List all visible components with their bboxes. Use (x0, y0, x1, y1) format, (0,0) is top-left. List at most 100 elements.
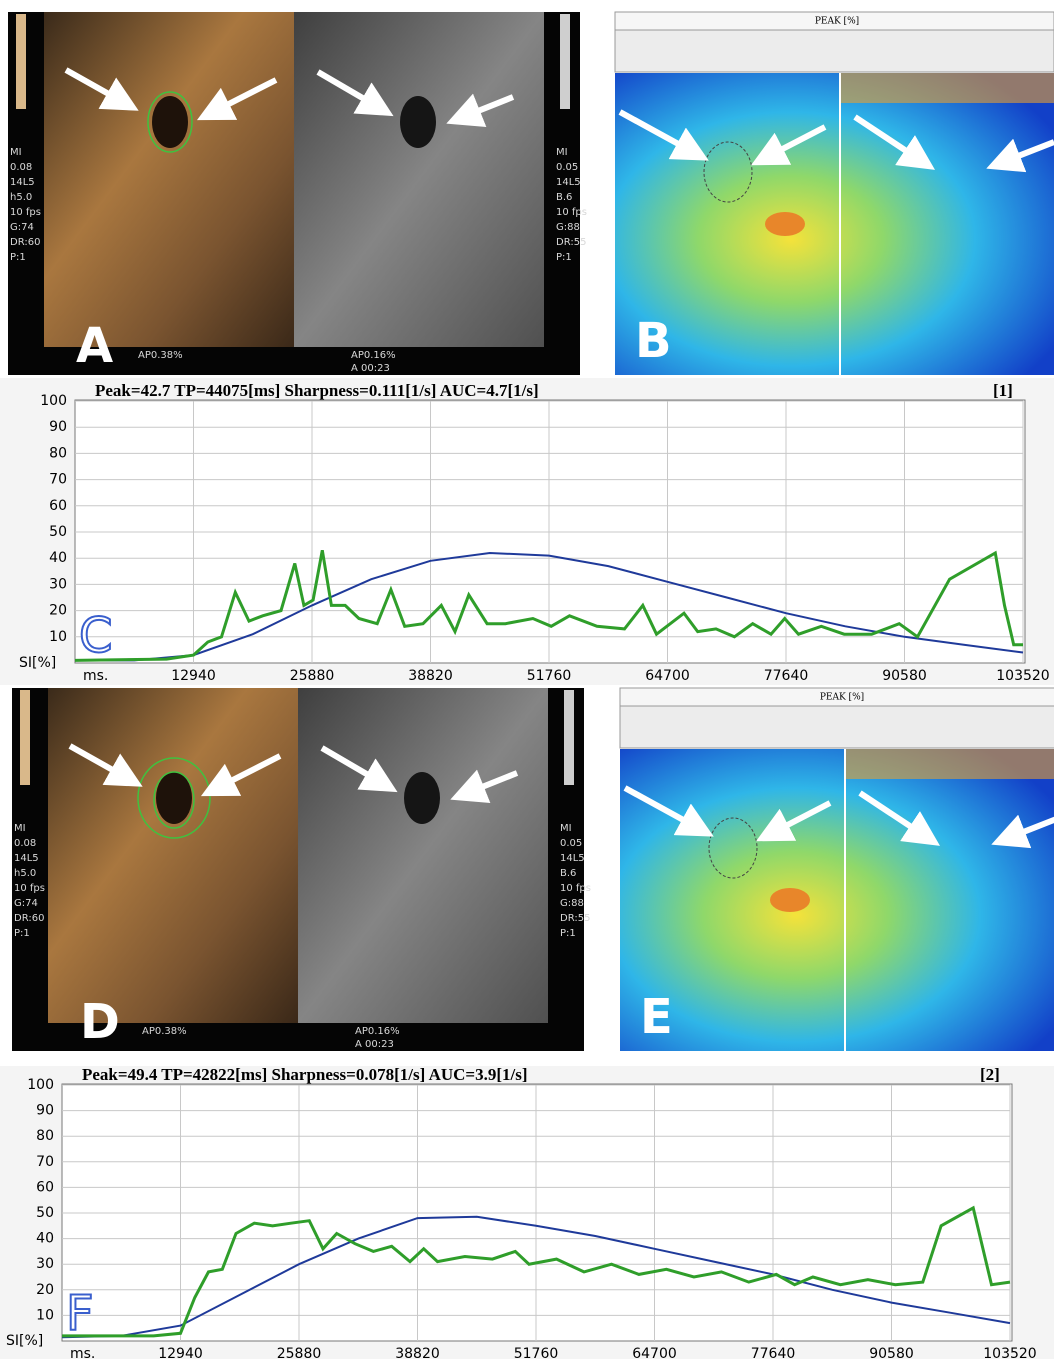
scan-info: B.6 (560, 868, 576, 879)
contrast-image (44, 12, 294, 347)
panel-label: C (79, 608, 113, 664)
lesion (400, 96, 436, 148)
arrow (446, 93, 515, 128)
scan-info: h5.0 (10, 192, 32, 203)
series-line (75, 551, 1024, 662)
scan-info: P:1 (10, 252, 26, 263)
x-axis-label: ms. (83, 668, 108, 684)
x-tick-label: 90580 (882, 668, 927, 684)
panel-label: E (640, 989, 673, 1045)
x-tick-label: 51760 (527, 668, 572, 684)
map-header-strip (619, 687, 1054, 707)
scan-info: G:88 (560, 898, 584, 909)
x-tick-label: 103520 (983, 1346, 1036, 1359)
x-tick-label: 77640 (764, 668, 809, 684)
x-tick-label: 64700 (645, 668, 690, 684)
y-tick-label: 50 (49, 524, 67, 540)
depth-bar (20, 690, 30, 785)
x-tick-label: 51760 (514, 1346, 559, 1359)
x-tick-label: 103520 (996, 668, 1049, 684)
y-tick-label: 10 (36, 1307, 54, 1323)
scan-info: MI (560, 823, 572, 834)
arrow (64, 67, 139, 111)
scan-info: DR:60 (10, 237, 40, 248)
lesion (156, 772, 192, 824)
scan-info: 14L5 (556, 177, 581, 188)
parametric-map: PEAK [%] B (614, 11, 1054, 375)
y-tick-label: 40 (49, 550, 67, 566)
arrow (853, 114, 936, 170)
footer-info: AP0.16% (351, 350, 396, 361)
y-tick-label: 20 (36, 1282, 54, 1298)
parametric-map: PEAK [%] E (619, 687, 1054, 1051)
panel-label: F (66, 1286, 94, 1342)
arrow (450, 769, 519, 804)
arrow (320, 745, 398, 793)
scan-info: B.6 (556, 192, 572, 203)
scan-info: MI (14, 823, 26, 834)
x-tick-label: 64700 (632, 1346, 677, 1359)
scan-info: G:74 (10, 222, 34, 233)
x-tick-label: 38820 (408, 668, 453, 684)
chart-tag: [2] (980, 1065, 1000, 1084)
y-tick-label: 90 (36, 1103, 54, 1119)
scan-info: G:88 (556, 222, 580, 233)
heat-band (845, 749, 1054, 779)
chart-title: Peak=49.4 TP=42822[ms] Sharpness=0.078[1… (82, 1065, 528, 1084)
depth-bar (560, 14, 570, 109)
footer-info: AP0.38% (142, 1026, 187, 1037)
arrow (756, 800, 832, 842)
y-tick-label: 80 (49, 445, 67, 461)
roi-outline (153, 771, 195, 829)
chart-tag: [1] (993, 381, 1013, 400)
scan-info: 0.08 (10, 162, 32, 173)
scan-info: DR:60 (14, 913, 44, 924)
arrow (316, 69, 394, 117)
arrow (623, 785, 714, 837)
hot-spot (770, 888, 810, 912)
scan-info: DR:55 (560, 913, 590, 924)
chart: 10 20 30 40 50 60 70 80 90 100 12940 25880 38820 5176… (0, 378, 1054, 685)
panel-label: B (635, 313, 672, 369)
contrast-image (48, 688, 298, 1023)
roi-outline (137, 757, 211, 839)
y-tick-label: 100 (40, 393, 67, 409)
roi-outline (708, 817, 758, 879)
roi-outline (147, 91, 193, 153)
y-tick-label: 10 (49, 629, 67, 645)
y-axis-label: SI[%] (6, 1333, 43, 1349)
y-tick-label: 60 (36, 1179, 54, 1195)
scan-info: 10 fps (556, 207, 587, 218)
depth-bar (16, 14, 26, 109)
roi-outline (703, 141, 753, 203)
y-tick-label: 30 (49, 576, 67, 592)
arrow (68, 743, 143, 787)
ultrasound-panel: MI 0.08 14L5 h5.0 10 fps G:74 DR:60 P:1 MI 0.05 14… (12, 688, 591, 1051)
y-tick-label: 90 (49, 419, 67, 435)
chart: 10 20 30 40 50 60 70 80 90 100 12940 25880 38820 5176… (0, 1065, 1054, 1359)
y-tick-label: 50 (36, 1205, 54, 1221)
x-tick-label: 90580 (869, 1346, 914, 1359)
ultrasound-panel: MI 0.08 14L5 h5.0 10 fps G:74 DR:60 P:1 MI 0.05 14… (8, 12, 587, 375)
scan-info: 10 fps (560, 883, 591, 894)
scan-info: G:74 (14, 898, 38, 909)
hot-spot (765, 212, 805, 236)
scan-info: 10 fps (10, 207, 41, 218)
y-axis-label: SI[%] (19, 655, 56, 671)
x-tick-label: 25880 (290, 668, 335, 684)
scan-info: 14L5 (14, 853, 39, 864)
arrow (986, 138, 1054, 173)
y-tick-label: 100 (27, 1077, 54, 1093)
heat-map (615, 73, 1054, 375)
footer-info: AP0.16% (355, 1026, 400, 1037)
panel-label: D (80, 994, 120, 1050)
scan-info: 10 fps (14, 883, 45, 894)
x-tick-label: 25880 (277, 1346, 322, 1359)
arrow (751, 124, 827, 166)
arrow (858, 790, 941, 846)
map-header-strip (614, 11, 1054, 31)
time-info: A 00:23 (351, 363, 390, 374)
y-tick-label: 30 (36, 1256, 54, 1272)
scan-info: 0.08 (14, 838, 36, 849)
